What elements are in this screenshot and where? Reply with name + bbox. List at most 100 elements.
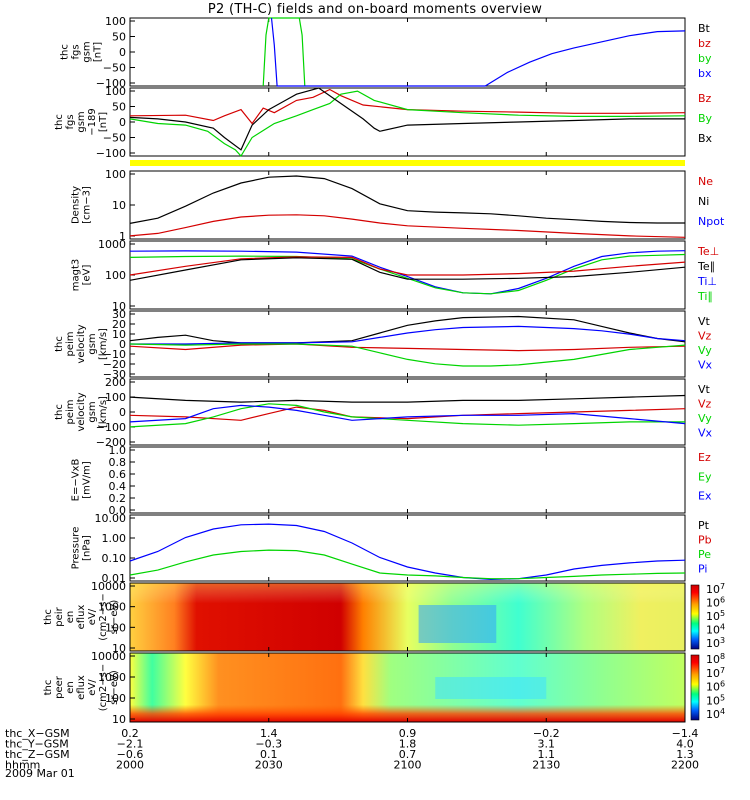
peer-ylabel: (cm2−s− bbox=[98, 664, 109, 711]
temperature-series-green bbox=[129, 253, 686, 295]
peir-ylabel: (cm2−s− bbox=[98, 593, 109, 640]
peir-colorbar-tick: 104 bbox=[706, 623, 725, 637]
velocity1-ytick-label: −10 bbox=[103, 348, 126, 361]
velocity1-ylabel: [km/s] bbox=[98, 328, 109, 360]
fgs_rot-legend-red: Bz bbox=[698, 92, 712, 105]
fgs-frame bbox=[129, 17, 686, 87]
pressure-ylabel: Pressure bbox=[71, 527, 82, 570]
fgs-ylabel: fgs bbox=[71, 44, 82, 59]
density-ylabel: [cm−3] bbox=[82, 186, 93, 224]
pressure-series-green bbox=[129, 549, 686, 580]
velocity1-legend-blue: Vx bbox=[698, 359, 713, 372]
peer-colorbar-tick: 105 bbox=[706, 693, 725, 707]
footer-value: 2130 bbox=[532, 759, 560, 772]
fgs_rot-ytick-label: −100 bbox=[96, 147, 126, 160]
efield-ylabel: [mV/m] bbox=[82, 461, 93, 499]
fgs_rot-ylabel: thc bbox=[54, 114, 65, 130]
footer-value: 1.4 bbox=[260, 727, 278, 740]
peir-heatmap-overlay bbox=[130, 583, 685, 651]
velocity2-ylabel: peim bbox=[65, 399, 76, 424]
peir-colorbar-tick: 107 bbox=[706, 582, 725, 596]
fgs-ytick-label: −50 bbox=[103, 62, 126, 75]
footer-value: 0.2 bbox=[121, 727, 139, 740]
fgs_rot-legend-black: Bx bbox=[698, 132, 713, 145]
peer-ytick-label: 10 bbox=[112, 713, 126, 726]
density-ylabel: Density bbox=[71, 186, 82, 224]
velocity2-legend-black: Vt bbox=[698, 383, 711, 396]
peir-ytick-label: 100 bbox=[105, 621, 126, 634]
fgs_rot-ytick-label: 100 bbox=[105, 85, 126, 98]
efield-ytick-label: 0.2 bbox=[109, 492, 127, 505]
temperature-ylabel: [eV] bbox=[82, 265, 93, 286]
temperature-legend-blue: Ti⊥ bbox=[697, 275, 717, 288]
fgs-ylabel: thc bbox=[60, 44, 71, 60]
efield-ytick-label: 1.0 bbox=[109, 444, 127, 457]
density-ytick-label: 100 bbox=[105, 168, 126, 181]
velocity1-ylabel: peim bbox=[65, 331, 76, 356]
footer-row-label: thc_Z−GSM bbox=[5, 748, 70, 761]
fgs-ylabel: gsm bbox=[82, 41, 93, 62]
temperature-series-blue bbox=[129, 250, 686, 295]
peer-ylabel: en bbox=[65, 681, 76, 694]
velocity2-ylabel: thc bbox=[54, 404, 65, 420]
pressure-frame bbox=[129, 514, 686, 582]
fgs_rot-ytick-label: −50 bbox=[103, 132, 126, 145]
footer-value: 2200 bbox=[671, 759, 699, 772]
peir-ylabel: en bbox=[65, 611, 76, 624]
peer-ytick-label: 1000 bbox=[98, 671, 126, 684]
temperature-ylabel: magt3 bbox=[71, 259, 82, 292]
peer-ylabel: eV/ bbox=[87, 679, 98, 696]
footer-value: 1.8 bbox=[399, 738, 417, 751]
velocity2-ylabel: velocity bbox=[76, 392, 87, 431]
peer-ytick-label: 100 bbox=[105, 692, 126, 705]
efield-ytick-label: 0.4 bbox=[109, 480, 127, 493]
peir-ylabel: peir bbox=[54, 606, 65, 626]
temperature-series-black bbox=[129, 257, 686, 281]
footer-row-label: hhmm bbox=[5, 759, 40, 772]
temperature-ytick-label: 100 bbox=[105, 269, 126, 282]
footer-value: −1.4 bbox=[672, 727, 699, 740]
peer-heatmap-overlay bbox=[130, 653, 685, 722]
fgs-ytick-label: −100 bbox=[96, 77, 126, 90]
temperature-ytick-label: 10 bbox=[112, 300, 126, 313]
footer-value: −0.3 bbox=[255, 738, 282, 751]
peer-colorbar bbox=[690, 654, 700, 721]
temperature-series-red bbox=[129, 256, 686, 276]
fgs_rot-ylabel: gsm bbox=[76, 111, 87, 132]
peir-colorbar bbox=[690, 584, 700, 650]
fgs-ytick-label: 0 bbox=[119, 46, 126, 59]
pressure-legend-green: Pe bbox=[698, 548, 711, 561]
peer-ytick-label: 10000 bbox=[91, 650, 126, 663]
velocity2-series-black bbox=[129, 394, 686, 403]
efield-legend-blue: Ex bbox=[698, 490, 712, 503]
peir-colorbar-tick: 105 bbox=[706, 609, 725, 623]
fgs_rot-legend-green: By bbox=[698, 112, 713, 125]
velocity2-legend-blue: Vx bbox=[698, 427, 713, 440]
velocity1-ylabel: velocity bbox=[76, 324, 87, 363]
peir-ytick-label: 10 bbox=[112, 642, 126, 655]
pressure-legend-black: Pt bbox=[698, 519, 710, 532]
velocity2-ylabel: gsm bbox=[87, 401, 98, 422]
pressure-ylabel: [nPa] bbox=[82, 535, 93, 561]
footer-value: 0.1 bbox=[260, 748, 278, 761]
efield-ytick-label: 0.0 bbox=[109, 504, 127, 517]
efield-ylabel: E=−VxB bbox=[71, 459, 82, 502]
fgs-legend-blue: bx bbox=[698, 67, 712, 80]
footer-row-label: thc_X−GSM bbox=[5, 727, 70, 740]
velocity1-ytick-label: 30 bbox=[112, 308, 126, 321]
footer-value: 3.1 bbox=[538, 738, 556, 751]
velocity2-ytick-label: −100 bbox=[96, 421, 126, 434]
velocity1-legend-red: Vz bbox=[698, 330, 712, 343]
footer-value: 4.0 bbox=[676, 738, 694, 751]
footer-value: 2100 bbox=[394, 759, 422, 772]
density-legend-black: Ni bbox=[698, 195, 709, 208]
pressure-legend-blue: Pi bbox=[698, 563, 707, 576]
velocity1-legend-black: Vt bbox=[698, 315, 711, 328]
peer-colorbar-tick: 106 bbox=[706, 680, 725, 694]
fgs_rot-series-black bbox=[129, 87, 685, 151]
peer-colorbar-tick: 104 bbox=[706, 707, 725, 721]
peer-ylabel: thc bbox=[43, 680, 54, 696]
velocity2-legend-red: Vz bbox=[698, 398, 712, 411]
velocity1-ylabel: thc bbox=[54, 336, 65, 352]
density-series-black bbox=[129, 175, 685, 224]
